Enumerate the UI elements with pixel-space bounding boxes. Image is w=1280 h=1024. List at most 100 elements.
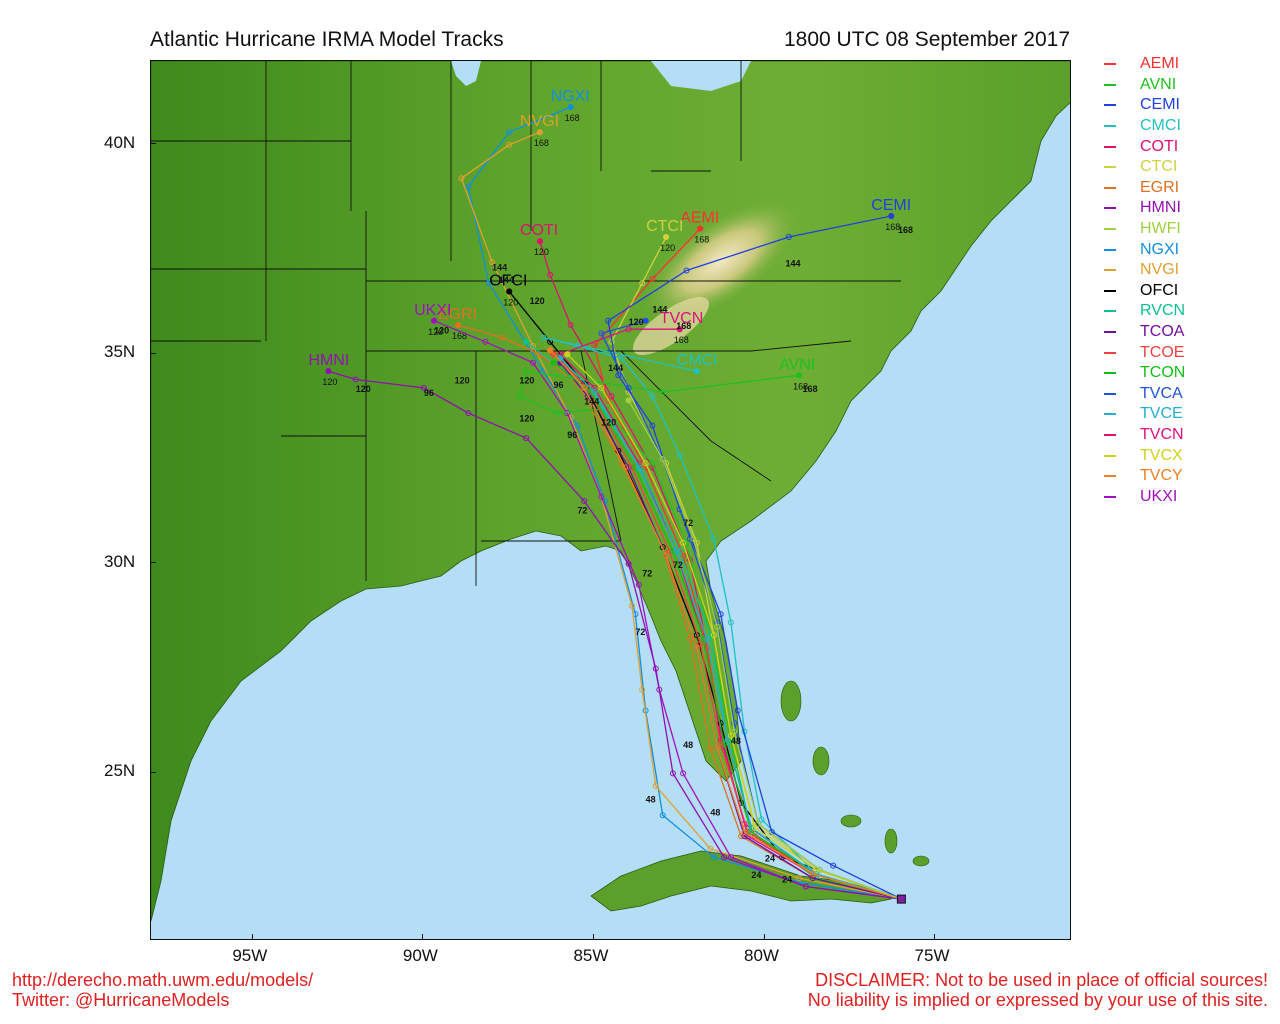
lon-tick-label: 90W bbox=[402, 946, 438, 965]
track-tvcy bbox=[547, 347, 902, 900]
track-end-point bbox=[888, 213, 895, 219]
track-point bbox=[673, 548, 680, 555]
legend-swatch bbox=[1104, 63, 1116, 66]
legend-label: TVCY bbox=[1140, 467, 1183, 485]
track-point bbox=[690, 535, 697, 542]
track-point bbox=[499, 334, 506, 341]
legend-label: TCOE bbox=[1140, 343, 1185, 361]
legend-swatch bbox=[1104, 207, 1116, 210]
track-point bbox=[666, 548, 673, 555]
forecast-hour-label: 72 bbox=[683, 518, 693, 528]
lon-tick-label: 95W bbox=[232, 946, 268, 965]
track-end-hour: 168 bbox=[565, 113, 580, 123]
forecast-hour-label: 144 bbox=[608, 363, 623, 373]
legend-swatch bbox=[1104, 104, 1116, 107]
track-point bbox=[625, 464, 632, 471]
legend-item-ukxi: UKXI bbox=[1100, 486, 1275, 507]
track-line-ofci bbox=[508, 291, 902, 900]
track-point bbox=[632, 464, 639, 471]
track-line-hmni bbox=[328, 370, 902, 900]
track-point bbox=[618, 355, 625, 362]
track-end-point bbox=[455, 322, 461, 328]
forecast-hour-label: 72 bbox=[642, 568, 652, 578]
track-point bbox=[680, 770, 687, 777]
track-label-hmni: HMNI bbox=[308, 352, 349, 369]
track-point bbox=[710, 854, 717, 861]
track-line-tcon bbox=[553, 362, 902, 900]
track-point bbox=[516, 393, 523, 400]
track-point bbox=[680, 539, 687, 546]
track-line-ctci bbox=[610, 236, 902, 900]
legend-label: OFCI bbox=[1140, 281, 1179, 299]
legend-swatch bbox=[1104, 475, 1116, 478]
footer-disclaimer-line1: DISCLAIMER: Not to be used in place of o… bbox=[815, 970, 1268, 990]
forecast-hour-label: 120 bbox=[455, 376, 470, 386]
legend-item-aemi: AEMI bbox=[1100, 54, 1275, 75]
track-point bbox=[652, 665, 659, 672]
track-point bbox=[785, 234, 792, 240]
track-end-hour: 120 bbox=[534, 247, 549, 257]
track-end-hour: 168 bbox=[885, 222, 900, 232]
track-point bbox=[669, 770, 676, 777]
lat-tick-label: 35N bbox=[104, 342, 136, 362]
legend-label: COTI bbox=[1140, 137, 1179, 155]
lake-erie bbox=[651, 61, 751, 91]
lat-tick bbox=[150, 352, 156, 354]
legend-item-tvce: TVCE bbox=[1100, 404, 1275, 425]
forecast-hour-label: 48 bbox=[710, 807, 720, 817]
lat-tick bbox=[150, 771, 156, 773]
lon-tick bbox=[763, 934, 765, 940]
track-point bbox=[598, 330, 605, 337]
track-end-hour: 120 bbox=[428, 327, 443, 337]
track-point bbox=[741, 833, 748, 840]
legend-swatch bbox=[1104, 289, 1116, 292]
track-point bbox=[717, 741, 724, 747]
footer-right: DISCLAIMER: Not to be used in place of o… bbox=[808, 970, 1268, 1010]
track-point bbox=[591, 384, 598, 391]
track-point bbox=[506, 141, 513, 148]
legend-label: UKXI bbox=[1140, 487, 1178, 505]
track-point bbox=[809, 875, 816, 882]
legend-swatch bbox=[1104, 125, 1116, 128]
track-point bbox=[485, 280, 492, 287]
legend-item-avni: AVNI bbox=[1100, 75, 1275, 96]
forecast-hour-label: 120 bbox=[519, 376, 534, 386]
footer-url[interactable]: http://derecho.math.uwm.edu/models/ bbox=[12, 970, 314, 990]
forecast-hour-label: 24 bbox=[765, 853, 775, 863]
track-end-point bbox=[536, 129, 543, 136]
lon-tick bbox=[934, 934, 936, 940]
track-point bbox=[748, 824, 755, 831]
track-point bbox=[635, 581, 642, 588]
forecast-hour-label: 120 bbox=[601, 418, 616, 428]
track-point bbox=[652, 783, 659, 789]
track-end-point bbox=[536, 238, 543, 245]
track-end-point bbox=[550, 359, 557, 366]
legend-label: TVCA bbox=[1140, 384, 1183, 402]
track-end-point bbox=[642, 317, 649, 324]
legend-swatch bbox=[1104, 186, 1116, 189]
forecast-hour-label: 72 bbox=[635, 627, 645, 637]
lon-tick bbox=[592, 934, 594, 940]
track-point bbox=[581, 384, 588, 391]
track-end-point bbox=[567, 104, 574, 111]
track-point bbox=[802, 883, 809, 890]
track-end-hour: 120 bbox=[660, 243, 675, 253]
track-point bbox=[710, 632, 717, 639]
legend-item-rvcn: RVCN bbox=[1100, 301, 1275, 322]
legend-item-ofci: OFCI bbox=[1100, 281, 1275, 302]
legend-swatch bbox=[1104, 495, 1116, 498]
forecast-hour-label: 144 bbox=[584, 397, 599, 407]
track-label-avni: AVNI bbox=[779, 356, 815, 373]
track-point bbox=[642, 460, 649, 467]
track-point bbox=[567, 322, 574, 328]
legend-swatch bbox=[1104, 166, 1116, 169]
legend-label: CEMI bbox=[1140, 96, 1180, 114]
track-point bbox=[721, 741, 728, 747]
legend-swatch bbox=[1104, 145, 1116, 148]
track-label-nvgi: NVGI bbox=[520, 113, 559, 130]
legend-swatch bbox=[1104, 413, 1116, 416]
track-point bbox=[748, 829, 755, 835]
track-point bbox=[676, 548, 683, 555]
track-label-cemi: CEMI bbox=[871, 197, 911, 214]
storm-start-marker bbox=[896, 894, 906, 904]
